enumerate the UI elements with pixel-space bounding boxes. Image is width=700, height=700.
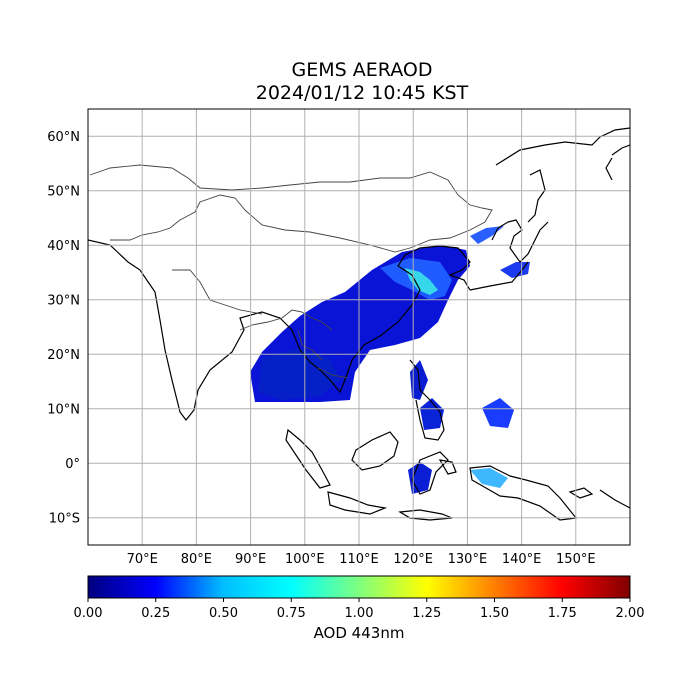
colorbar-tick-label: 0.00	[74, 606, 103, 621]
colorbar-tick-label: 1.50	[480, 606, 509, 621]
map-subtitle: 2024/01/12 10:45 KST	[255, 82, 469, 104]
latitude-tick-label: 0°	[65, 457, 80, 472]
map-frame	[87, 108, 631, 546]
map-area	[88, 109, 630, 545]
colorbar-ticks: 0.00 0.25 0.50 0.75 1.00 1.25 1.50 1.75 2.00	[74, 598, 645, 621]
map-title: GEMS AERAOD	[291, 59, 433, 81]
longitude-tick-label: 70°E	[127, 552, 158, 567]
latitude-tick-label: 60°N	[47, 130, 80, 145]
longitude-tick-label: 90°E	[235, 552, 266, 567]
colorbar-tick-label: 1.25	[412, 606, 441, 621]
map-gridlines	[88, 109, 630, 545]
longitude-tick-label: 120°E	[393, 552, 433, 567]
longitude-tick-label: 150°E	[556, 552, 596, 567]
longitude-tick-label: 80°E	[181, 552, 212, 567]
longitude-tick-labels: 70°E 80°E 90°E 100°E 110°E 120°E 130°E 140°E 150…	[127, 552, 596, 567]
latitude-tick-label: 30°N	[47, 293, 80, 308]
colorbar-tick-label: 1.00	[345, 606, 374, 621]
colorbar-tick-label: 0.50	[209, 606, 238, 621]
colorbar-label: AOD 443nm	[313, 624, 405, 642]
colorbar-tick-label: 0.75	[277, 606, 306, 621]
colorbar: 0.00 0.25 0.50 0.75 1.00 1.25 1.50 1.75 2.00	[74, 575, 645, 621]
country-borders	[89, 164, 493, 379]
colorbar-tick-label: 1.75	[548, 606, 577, 621]
longitude-tick-label: 130°E	[448, 552, 488, 567]
latitude-tick-label: 50°N	[47, 184, 80, 199]
latitude-tick-label: 10°N	[47, 402, 80, 417]
longitude-tick-label: 110°E	[339, 552, 379, 567]
colorbar-tick-label: 2.00	[616, 606, 645, 621]
colorbar-gradient	[87, 575, 631, 599]
latitude-tick-label: 20°N	[47, 348, 80, 363]
longitude-tick-label: 140°E	[502, 552, 542, 567]
latitude-tick-label: 10°S	[49, 511, 80, 526]
latitude-tick-labels: 60°N 50°N 40°N 30°N 20°N 10°N 0° 10°S	[47, 130, 80, 527]
colorbar-tick-label: 0.25	[141, 606, 170, 621]
longitude-tick-label: 100°E	[285, 552, 325, 567]
latitude-tick-label: 40°N	[47, 239, 80, 254]
